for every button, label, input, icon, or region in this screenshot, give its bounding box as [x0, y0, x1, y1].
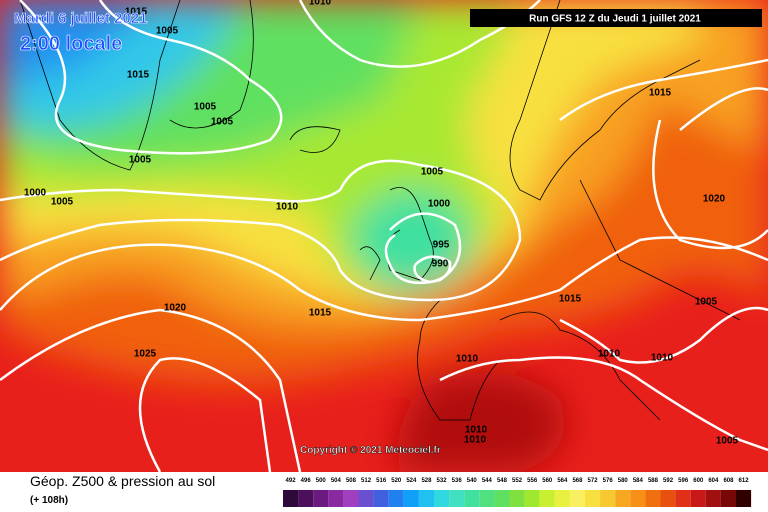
legend-swatch — [630, 490, 646, 507]
legend-label: 500 — [316, 478, 327, 484]
legend-swatch — [539, 490, 555, 507]
isobar-label: 1015 — [559, 294, 582, 305]
isobar-label: 1015 — [309, 308, 332, 319]
legend-swatch — [313, 490, 329, 507]
legend-label: 604 — [708, 478, 719, 484]
legend-swatch — [343, 490, 359, 507]
legend-swatch — [509, 490, 525, 507]
legend-label: 512 — [361, 478, 372, 484]
legend-label: 600 — [693, 478, 704, 484]
isobar-label: 1010 — [276, 202, 299, 213]
legend-swatch — [449, 490, 465, 507]
legend-label: 608 — [723, 478, 734, 484]
isobar-label: 1005 — [211, 117, 234, 128]
legend-label: 576 — [603, 478, 614, 484]
legend-swatch — [418, 490, 434, 507]
z500-field — [0, 0, 768, 472]
legend-label: 584 — [633, 478, 644, 484]
legend-swatch — [736, 490, 752, 507]
isobar-label: 1005 — [194, 102, 217, 113]
isobar-label: 1010 — [456, 354, 479, 365]
isobar-label: 1020 — [164, 303, 187, 314]
legend-label: 580 — [618, 478, 629, 484]
legend-swatch — [494, 490, 510, 507]
legend-label: 548 — [497, 478, 508, 484]
legend-label: 568 — [572, 478, 583, 484]
isobar-label: 1010 — [309, 0, 332, 8]
legend-label: 520 — [391, 478, 402, 484]
legend-swatch — [705, 490, 721, 507]
legend-swatch — [283, 490, 299, 507]
legend-swatch — [373, 490, 389, 507]
isobar-label: 1015 — [125, 7, 148, 18]
isobar-label: 1000 — [24, 188, 47, 199]
legend-label: 556 — [527, 478, 538, 484]
legend-swatch — [388, 490, 404, 507]
legend-swatch — [403, 490, 419, 507]
legend-swatch — [600, 490, 616, 507]
legend-swatch — [569, 490, 585, 507]
legend-label: 572 — [588, 478, 599, 484]
legend-swatch — [645, 490, 661, 507]
local-time: 2:00 locale — [20, 33, 122, 55]
valid-date: Mardi 6 juillet 2021 — [14, 10, 147, 27]
run-box — [470, 9, 762, 27]
footer-title: Géop. Z500 & pression au sol — [30, 473, 215, 489]
isobar-label: 1010 — [598, 349, 621, 360]
legend-swatch — [615, 490, 631, 507]
legend-label: 508 — [346, 478, 357, 484]
copyright: Copyright © 2021 Meteociel.fr — [300, 445, 441, 456]
footer-lead: (+ 108h) — [30, 495, 68, 506]
legend-swatch — [585, 490, 601, 507]
isobar-label: 1005 — [51, 197, 74, 208]
isobar-label: 1010 — [651, 353, 674, 364]
legend-label: 492 — [286, 478, 297, 484]
legend-swatch — [675, 490, 691, 507]
legend-label: 588 — [648, 478, 659, 484]
legend-swatch — [720, 490, 736, 507]
legend-swatch — [434, 490, 450, 507]
isobar-label: 1005 — [695, 297, 718, 308]
color-legend: 492 496 500 504 508 512 516 520 524 528 532 536 540 5… — [283, 478, 752, 507]
isobar-label: 1005 — [421, 167, 444, 178]
legend-swatch — [690, 490, 706, 507]
legend-label: 552 — [512, 478, 523, 484]
isobar-label: 1005 — [716, 436, 739, 447]
isobar-label: 1025 — [134, 349, 157, 360]
isobar-label: 990 — [432, 259, 449, 270]
isobar-label: 995 — [433, 240, 450, 251]
legend-swatch — [358, 490, 374, 507]
legend-swatch — [328, 490, 344, 507]
legend-swatch — [464, 490, 480, 507]
legend-label: 592 — [663, 478, 674, 484]
legend-swatch — [524, 490, 540, 507]
legend-swatch — [298, 490, 314, 507]
run-label: Run GFS 12 Z du Jeudi 1 juillet 2021 — [529, 14, 701, 25]
isobar-label: 1015 — [127, 70, 150, 81]
legend-label: 536 — [452, 478, 463, 484]
legend-swatch — [554, 490, 570, 507]
isobar-label: 1010 — [464, 435, 487, 446]
isobar-label: 1000 — [428, 199, 451, 210]
legend-label: 544 — [482, 478, 493, 484]
legend-label: 532 — [437, 478, 448, 484]
isobar-label: 1005 — [129, 155, 152, 166]
legend-label: 564 — [557, 478, 568, 484]
legend-label: 496 — [301, 478, 312, 484]
isobar-label: 1015 — [649, 88, 672, 99]
isobar-label: 1005 — [156, 26, 179, 37]
legend-label: 524 — [406, 478, 417, 484]
legend-label: 612 — [739, 478, 750, 484]
legend-swatch — [479, 490, 495, 507]
isobar-label: 1020 — [703, 194, 726, 205]
isobar-label: 1010 — [465, 425, 488, 436]
legend-label: 560 — [542, 478, 553, 484]
legend-swatch — [660, 490, 676, 507]
legend-label: 504 — [331, 478, 342, 484]
legend-label: 516 — [376, 478, 387, 484]
legend-label: 528 — [421, 478, 432, 484]
legend-label: 540 — [467, 478, 478, 484]
legend-label: 596 — [678, 478, 689, 484]
